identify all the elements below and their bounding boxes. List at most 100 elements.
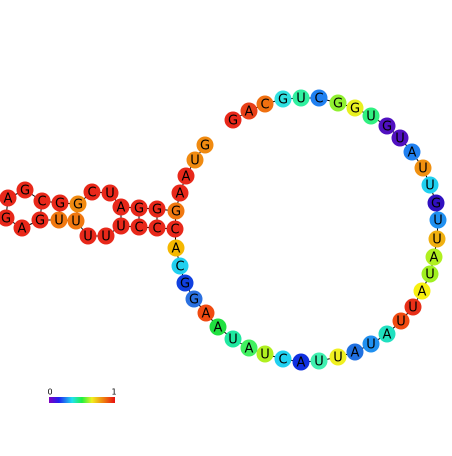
nucleotide-label: G (35, 214, 45, 229)
nucleotide-label: G (228, 114, 238, 129)
nucleotide-label: U (83, 230, 93, 245)
nucleotide: A (346, 343, 364, 361)
nucleotide: U (79, 227, 97, 245)
nucleotide-label: G (333, 97, 343, 112)
nucleotide: U (256, 345, 274, 363)
nucleotide-circle (130, 218, 148, 236)
nucleotide-circle (256, 95, 274, 113)
nucleotide: A (171, 184, 189, 202)
nucleotide: A (209, 318, 227, 336)
nucleotide: U (50, 211, 68, 229)
nucleotide: U (292, 89, 310, 107)
nucleotide: A (0, 189, 17, 207)
nucleotide-label: C (134, 221, 143, 236)
nucleotide: G (148, 200, 166, 218)
nucleotide: U (101, 184, 119, 202)
nucleotide-label: U (314, 355, 324, 370)
nucleotide: U (392, 312, 410, 330)
nucleotide-label: C (314, 92, 323, 107)
nucleotide-label: G (431, 197, 441, 212)
nucleotide: A (403, 143, 421, 161)
nucleotide-label: A (245, 105, 254, 120)
nucleotide-circle (224, 111, 242, 129)
nucleotide-circle (391, 129, 409, 147)
nucleotide: U (421, 176, 439, 194)
nucleotide-label: U (105, 187, 115, 202)
nucleotide-label: G (1, 212, 11, 227)
nucleotide-label: U (228, 333, 238, 348)
nucleotide-label: C (260, 98, 269, 113)
nucleotide: C (256, 95, 274, 113)
nucleotide-circle (51, 194, 69, 212)
nucleotide: A (177, 167, 195, 185)
nucleotide-circle (310, 352, 328, 370)
nucleotide-circle (148, 200, 166, 218)
nucleotide: G (167, 202, 185, 220)
nucleotide: C (83, 183, 101, 201)
nucleotide-circle (274, 350, 292, 368)
colorbar-max: 1 (111, 388, 116, 397)
nucleotide-circle (112, 198, 130, 216)
nucleotide-label: C (175, 260, 184, 275)
nucleotide-label: U (433, 214, 443, 229)
nucleotide-circle (404, 298, 422, 316)
nucleotide-label: U (396, 315, 406, 330)
nucleotide-label: U (408, 301, 418, 316)
nucleotide-circle (329, 94, 347, 112)
nucleotide-label: G (350, 102, 360, 117)
nucleotide-label: G (171, 205, 181, 220)
nucleotide-circle (403, 143, 421, 161)
nucleotide-label: A (351, 346, 360, 361)
nucleotide-label: G (200, 139, 210, 154)
nucleotide: A (167, 239, 185, 257)
nucleotide: G (185, 290, 203, 308)
nucleotide-circle (83, 183, 101, 201)
nucleotide-circle (421, 265, 439, 283)
nucleotide: G (224, 111, 242, 129)
nucleotide-label: C (37, 195, 46, 210)
nucleotide: U (391, 129, 409, 147)
nucleotide: U (186, 151, 204, 169)
nucleotide-circle (240, 339, 258, 357)
nucleotide-circle (378, 325, 396, 343)
nucleotide-label: A (117, 201, 126, 216)
nucleotide-circle (13, 219, 31, 237)
colorbar-min: 0 (47, 388, 52, 397)
nucleotide: U (112, 217, 130, 235)
nucleotide-label: G (55, 197, 65, 212)
nucleotide-circle (69, 195, 87, 213)
nucleotide-circle (240, 102, 258, 120)
nucleotide-label: G (152, 203, 162, 218)
nucleotide-label: A (18, 222, 27, 237)
nucleotide: A (378, 325, 396, 343)
nucleotide-circle (185, 290, 203, 308)
nucleotide: C (171, 257, 189, 275)
nucleotide: A (240, 339, 258, 357)
nucleotide: C (130, 218, 148, 236)
nucleotide: G (378, 117, 396, 135)
nucleotide-circle (292, 353, 310, 371)
nucleotide-circle (101, 184, 119, 202)
nucleotide-label: G (20, 184, 30, 199)
nucleotide-circle (0, 189, 17, 207)
nucleotide: C (33, 192, 51, 210)
nucleotide: U (429, 211, 447, 229)
nucleotide-circle (167, 239, 185, 257)
nucleotide-circle (362, 107, 380, 125)
nucleotide-label: U (425, 179, 435, 194)
nucleotide: G (16, 181, 34, 199)
nucleotide: G (69, 195, 87, 213)
nucleotide-label: A (182, 170, 191, 185)
nucleotide-circle (362, 335, 380, 353)
nucleotide-label: U (71, 215, 81, 230)
nucleotide: C (148, 219, 166, 237)
nucleotide-circle (413, 282, 431, 300)
nucleotide-label: U (366, 110, 376, 125)
nucleotide-circle (425, 248, 443, 266)
nucleotide-circle (428, 230, 446, 248)
nucleotide: U (224, 330, 242, 348)
nucleotide-circle (33, 192, 51, 210)
nucleotide-circle (429, 211, 447, 229)
nucleotide: G (346, 99, 364, 117)
nucleotide-label: U (432, 233, 442, 248)
